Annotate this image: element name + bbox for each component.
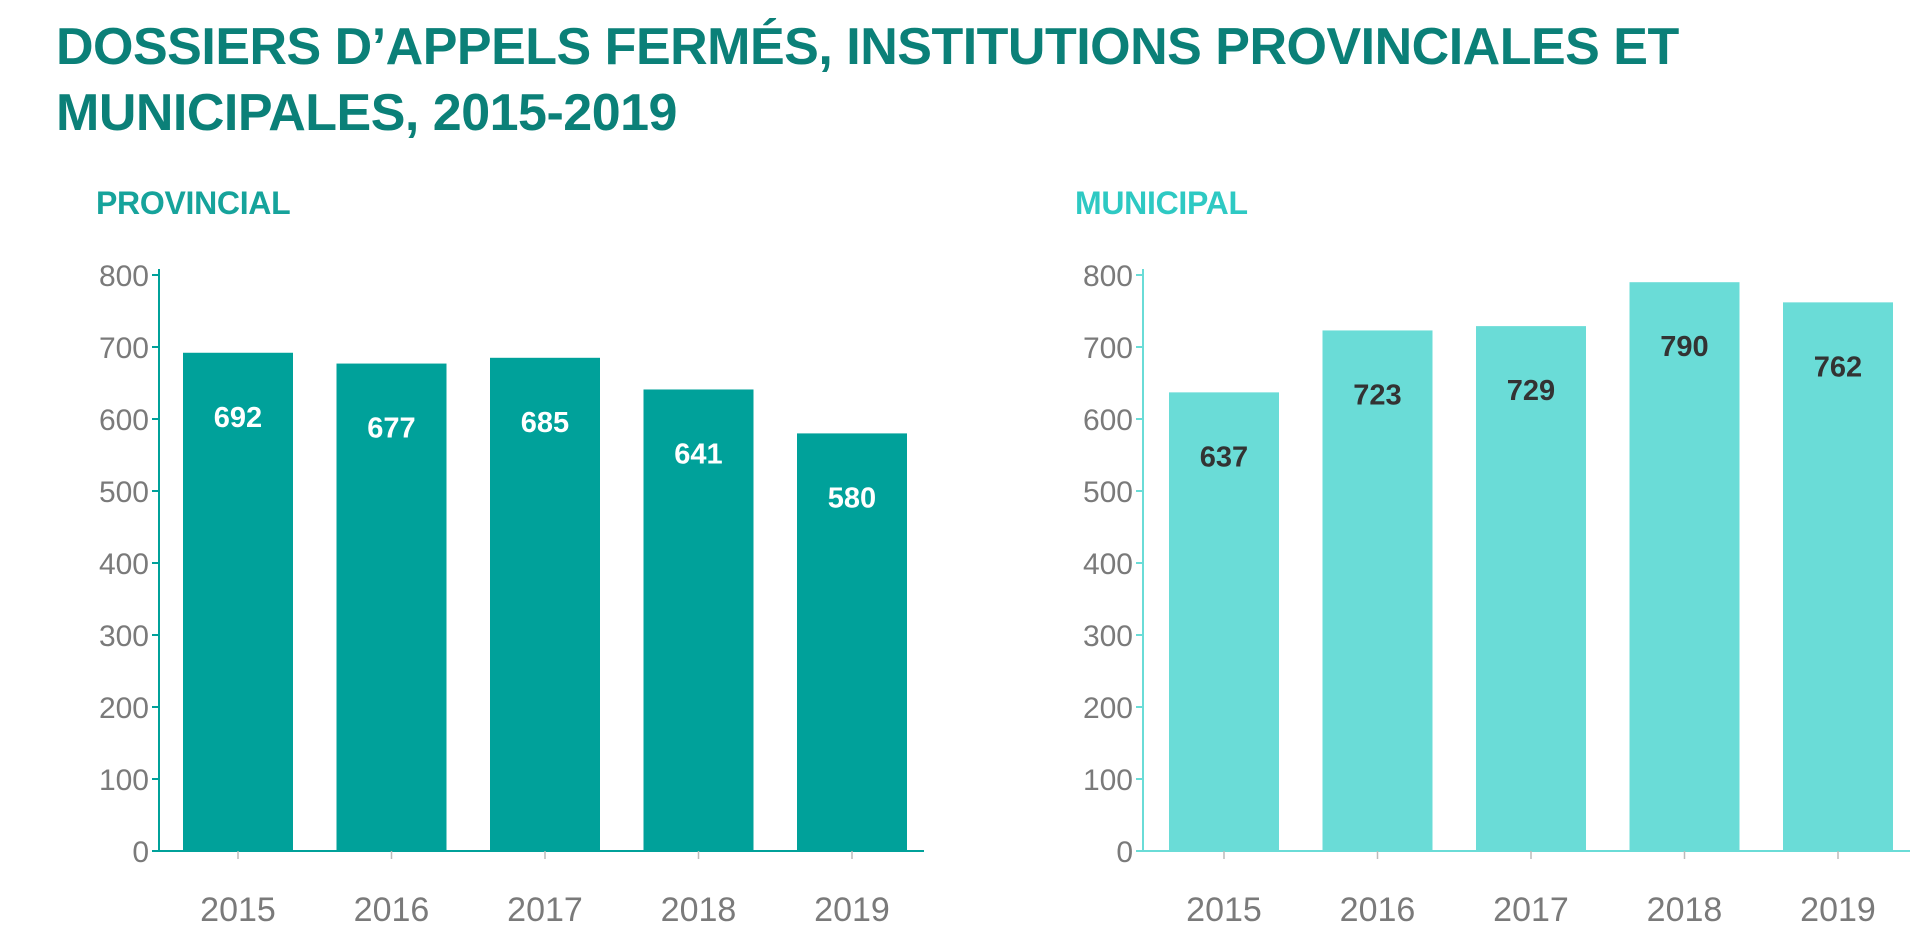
provincial-y-tick-label: 700 — [99, 332, 149, 365]
provincial-chart-title: PROVINCIAL — [96, 185, 291, 221]
provincial-data-label: 580 — [828, 482, 876, 514]
provincial-data-label: 677 — [367, 413, 415, 445]
provincial-bar — [643, 389, 754, 851]
provincial-x-tick-label: 2018 — [661, 891, 737, 929]
municipal-chart-title: MUNICIPAL — [1075, 185, 1248, 221]
provincial-data-label: 641 — [674, 438, 722, 470]
provincial-x-tick-label: 2015 — [200, 891, 276, 929]
provincial-y-tick-label: 800 — [99, 260, 149, 293]
provincial-y-tick-label: 0 — [132, 836, 149, 869]
provincial-y-tick-label: 200 — [99, 692, 149, 725]
provincial-bar — [797, 433, 907, 851]
provincial-x-tick-label: 2019 — [814, 891, 890, 929]
page-title: DOSSIERS D’APPELS FERMÉS, INSTITUTIONS P… — [56, 18, 1679, 142]
provincial-x-tick-label: 2016 — [354, 891, 430, 929]
provincial-bar — [336, 363, 447, 851]
provincial-data-label: 685 — [521, 407, 569, 439]
provincial-bar — [183, 352, 293, 851]
provincial-y-tick-label: 100 — [99, 764, 149, 797]
provincial-data-label: 692 — [214, 402, 262, 434]
provincial-y-tick-label: 300 — [99, 620, 149, 653]
provincial-x-tick-label: 2017 — [507, 891, 583, 929]
provincial-y-tick-label: 500 — [99, 476, 149, 509]
provincial-y-tick-label: 600 — [99, 404, 149, 437]
provincial-y-tick-label: 400 — [99, 548, 149, 581]
provincial-bar — [490, 357, 600, 851]
